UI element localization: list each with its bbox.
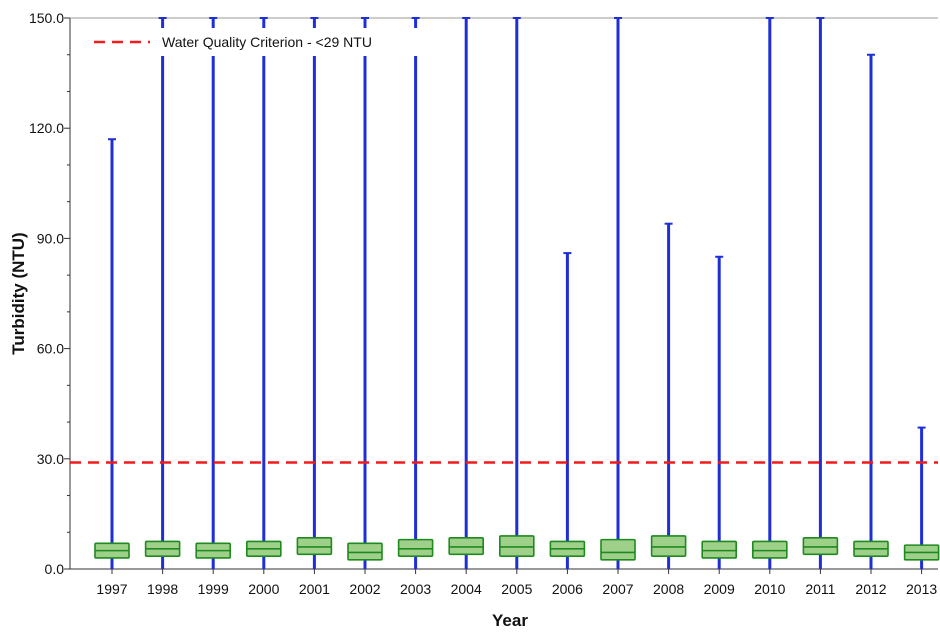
box	[347, 542, 383, 561]
x-tick-label: 2010	[754, 581, 785, 597]
y-tick-label: 90.0	[37, 230, 64, 246]
y-tick-label: 30.0	[37, 451, 64, 467]
x-ticks: 1997 1998 1999 2000 2001 2002 2003 2004 2005 2006…	[96, 569, 937, 597]
boxes	[94, 535, 940, 561]
x-tick-label: 2008	[653, 581, 684, 597]
x-tick-label: 2000	[248, 581, 279, 597]
box	[600, 538, 636, 561]
x-tick-label: 1997	[96, 581, 127, 597]
x-tick-label: 2009	[704, 581, 735, 597]
box	[296, 536, 333, 556]
x-tick-label: 2004	[451, 581, 482, 597]
box	[448, 536, 485, 556]
y-ticks: 0.0 30.0 60.0 90.0 120.0 150.0	[29, 10, 70, 577]
whiskers	[108, 17, 926, 569]
x-tick-label: 1999	[198, 581, 229, 597]
y-tick-label: 120.0	[29, 120, 64, 136]
box	[498, 535, 535, 557]
x-axis-label: Year	[492, 611, 528, 630]
legend-label: Water Quality Criterion - <29 NTU	[162, 34, 372, 50]
x-tick-label: 2006	[552, 581, 583, 597]
y-axis-label: Turbidity (NTU)	[9, 232, 28, 354]
x-tick-label: 2001	[299, 581, 330, 597]
x-tick-label: 2005	[501, 581, 532, 597]
box	[397, 538, 434, 557]
y-tick-label: 60.0	[37, 341, 64, 357]
x-tick-label: 2011	[805, 581, 835, 597]
x-tick-label: 2013	[906, 581, 937, 597]
x-tick-label: 2003	[400, 581, 431, 597]
y-tick-label: 0.0	[45, 561, 65, 577]
box	[751, 540, 788, 559]
box	[650, 535, 687, 557]
legend: Water Quality Criterion - <29 NTU	[84, 28, 436, 56]
x-tick-label: 2002	[349, 581, 380, 597]
box	[701, 540, 738, 559]
axes	[69, 17, 938, 570]
y-tick-label: 150.0	[29, 10, 64, 26]
box	[802, 536, 839, 556]
x-tick-label: 2012	[855, 581, 886, 597]
x-tick-label: 1998	[147, 581, 178, 597]
x-tick-label: 2007	[602, 581, 633, 597]
legend-background	[84, 28, 436, 56]
